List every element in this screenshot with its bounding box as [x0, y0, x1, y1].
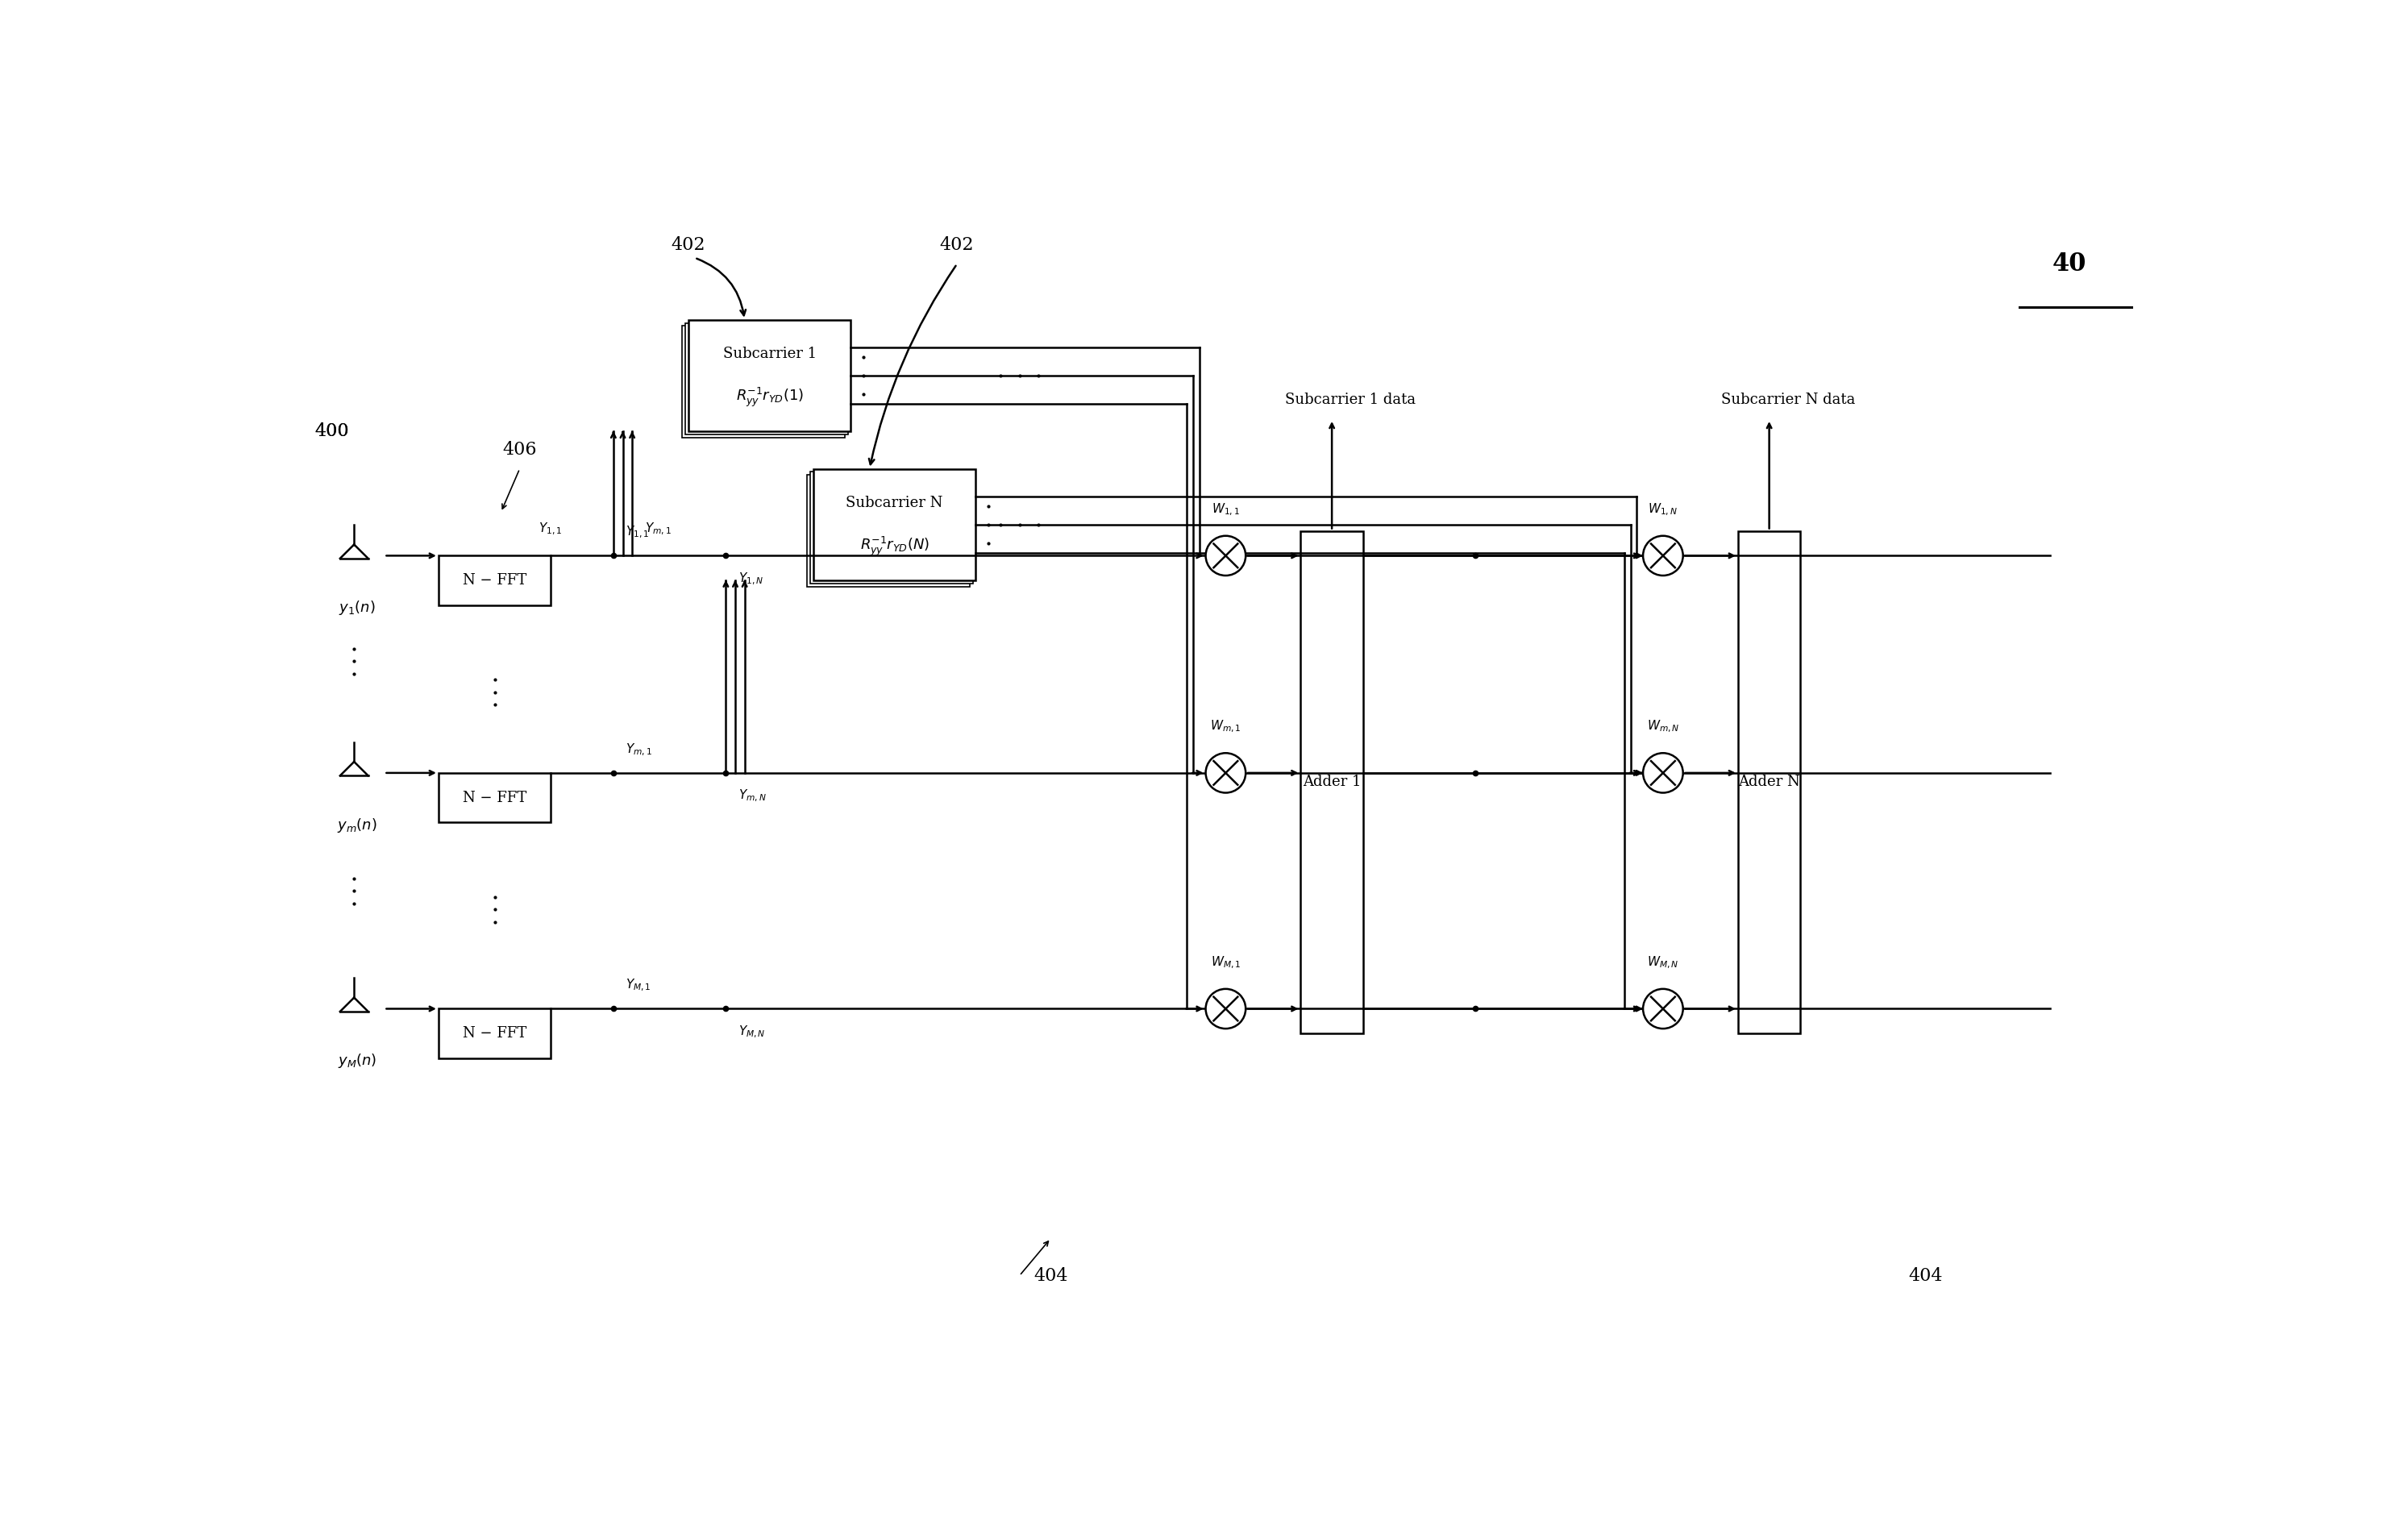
Text: $W_{m,1}$: $W_{m,1}$	[1211, 719, 1240, 734]
Text: 406: 406	[503, 441, 537, 460]
Text: $y_m(n)$: $y_m(n)$	[337, 816, 378, 834]
Text: N − FFT: N − FFT	[462, 573, 527, 587]
Circle shape	[1642, 536, 1683, 575]
Bar	[438, 555, 551, 605]
Bar	[689, 320, 850, 431]
Bar	[814, 469, 975, 581]
Circle shape	[1206, 989, 1245, 1029]
Text: Subcarrier 1 data: Subcarrier 1 data	[1286, 393, 1416, 407]
Text: Adder 1: Adder 1	[1303, 775, 1361, 789]
Circle shape	[1206, 752, 1245, 793]
Bar	[1739, 531, 1801, 1033]
Text: 40: 40	[2052, 252, 2085, 276]
Circle shape	[1206, 536, 1245, 575]
Text: $Y_{M,N}$: $Y_{M,N}$	[739, 1024, 766, 1039]
Text: 400: 400	[315, 423, 349, 440]
Text: $R_{yy}^{-1}r_{YD}(N)$: $R_{yy}^{-1}r_{YD}(N)$	[860, 536, 929, 558]
Text: $W_{M,N}$: $W_{M,N}$	[1647, 954, 1678, 971]
Text: Subcarrier N: Subcarrier N	[845, 496, 944, 510]
Circle shape	[1642, 989, 1683, 1029]
Text: $R_{yy}^{-1}r_{YD}(1)$: $R_{yy}^{-1}r_{YD}(1)$	[737, 385, 804, 408]
Text: N − FFT: N − FFT	[462, 790, 527, 806]
Text: $Y_{1,N}$: $Y_{1,N}$	[739, 572, 763, 587]
Bar	[681, 326, 845, 438]
Text: $W_{M,1}$: $W_{M,1}$	[1211, 954, 1240, 971]
Bar	[438, 1009, 551, 1059]
Text: N − FFT: N − FFT	[462, 1027, 527, 1041]
Text: $Y_{m,1}$: $Y_{m,1}$	[626, 742, 653, 757]
Text: $W_{1,1}$: $W_{1,1}$	[1211, 502, 1240, 517]
Bar	[438, 774, 551, 822]
Text: Subcarrier 1: Subcarrier 1	[722, 347, 816, 361]
Text: $Y_{m,N}$: $Y_{m,N}$	[739, 789, 766, 804]
Bar	[1300, 531, 1363, 1033]
Bar	[807, 475, 970, 587]
Text: 402: 402	[672, 237, 706, 255]
Text: $Y_{M,1}$: $Y_{M,1}$	[626, 977, 653, 994]
Text: Adder N: Adder N	[1739, 775, 1801, 789]
Text: $y_M(n)$: $y_M(n)$	[337, 1053, 376, 1069]
Text: $Y_{1,1}$: $Y_{1,1}$	[626, 525, 650, 540]
Bar	[809, 472, 973, 584]
Circle shape	[1642, 752, 1683, 793]
Text: 402: 402	[939, 237, 975, 255]
Text: $y_1(n)$: $y_1(n)$	[340, 599, 376, 617]
Bar	[686, 323, 848, 435]
Text: $W_{1,N}$: $W_{1,N}$	[1647, 502, 1678, 517]
Text: 404: 404	[1033, 1267, 1067, 1285]
Text: $Y_{m,1}$: $Y_{m,1}$	[645, 522, 672, 537]
Text: 400: 400	[315, 423, 349, 440]
Text: $Y_{1,1}$: $Y_{1,1}$	[539, 522, 561, 537]
Text: 404: 404	[1907, 1267, 1943, 1285]
Text: Subcarrier N data: Subcarrier N data	[1722, 393, 1854, 407]
Text: $W_{m,N}$: $W_{m,N}$	[1647, 719, 1678, 734]
